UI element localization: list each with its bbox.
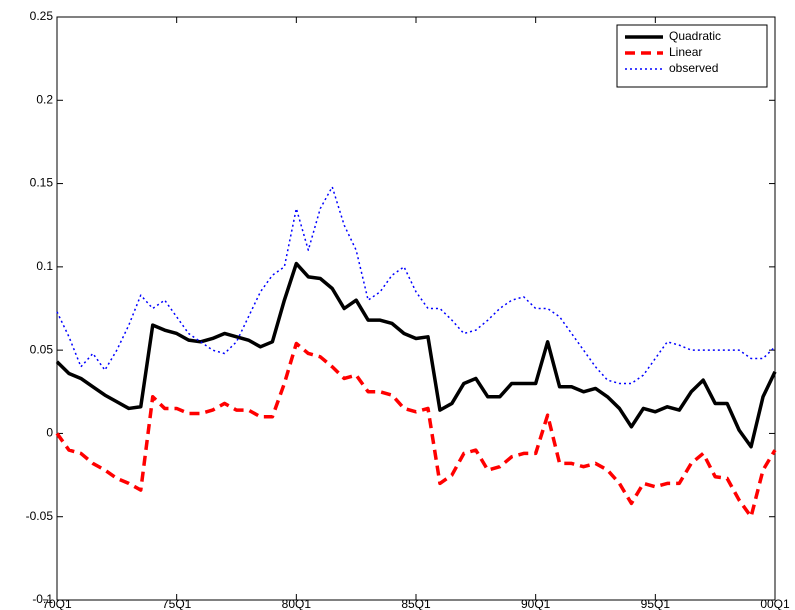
x-tick-label: 70Q1 (42, 597, 72, 610)
x-tick-label: 85Q1 (401, 597, 431, 610)
y-tick-label: 0.15 (30, 176, 54, 190)
data-line (55, 261, 777, 449)
data-line (55, 341, 777, 519)
x-tick-label: 00Q1 (760, 597, 790, 610)
y-tick-label: 0.25 (30, 9, 54, 23)
y-tick-label: -0.05 (26, 509, 54, 523)
legend: Quadratic Linear observed (616, 24, 768, 88)
y-tick-label: 0.2 (36, 92, 53, 106)
y-tick-label: -0.1 (32, 592, 53, 606)
legend-label: Quadratic (669, 29, 721, 43)
y-tick-label: 0.1 (36, 259, 53, 273)
x-tick-label: 75Q1 (162, 597, 192, 610)
data-line (56, 186, 776, 385)
legend-label: Linear (669, 45, 702, 59)
x-tick-label: 80Q1 (282, 597, 312, 610)
y-tick-label: 0 (46, 426, 53, 440)
legend-label: observed (669, 61, 718, 75)
y-tick-label: 0.05 (30, 342, 54, 356)
x-tick-label: 90Q1 (521, 597, 551, 610)
plot-area (56, 16, 776, 601)
x-tick-label: 95Q1 (641, 597, 671, 610)
